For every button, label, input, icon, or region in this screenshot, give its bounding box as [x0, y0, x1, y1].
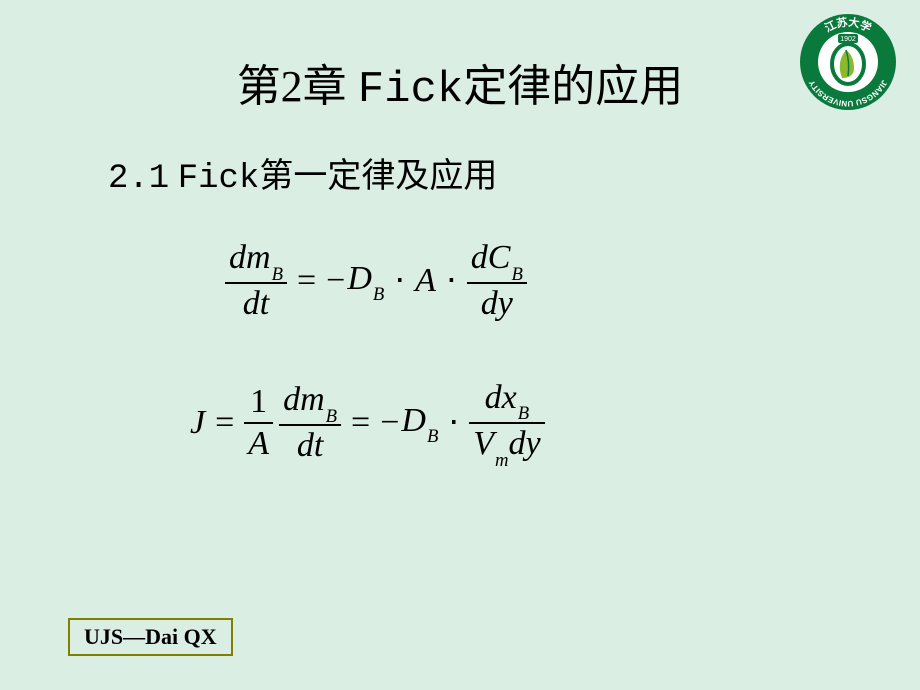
equals-sign: = [341, 404, 380, 442]
eq2-D: DB [401, 402, 438, 445]
equals-sign: = [205, 404, 244, 442]
title-suffix: 定律的应用 [463, 62, 683, 111]
section-number: 2.1 [108, 160, 169, 198]
eq2-J: J [190, 404, 205, 442]
dot-operator: ⋅ [438, 403, 469, 443]
eq2-frac-dm-dt: dmB dt [279, 382, 341, 464]
page-title: 第2章 Fick定律的应用 [0, 50, 920, 115]
author-credit-box: UJS—Dai QX [68, 618, 233, 656]
minus-sign: − [326, 262, 347, 300]
eq2-frac-1A: 1 A [244, 384, 273, 461]
dot-operator: ⋅ [384, 261, 415, 301]
eq1-D: DB [347, 260, 384, 303]
eq1-A: A [415, 262, 436, 300]
eq2-frac-dx-Vdy: dxB Vmdy [469, 380, 544, 467]
title-latin: Fick [358, 65, 464, 115]
minus-sign: − [380, 404, 401, 442]
section-heading: 2.1 Fick第一定律及应用 [108, 148, 497, 198]
equals-sign: = [287, 262, 326, 300]
eq1-rhs-fraction: dCB dy [467, 240, 527, 322]
eq1-lhs-fraction: dmB dt [225, 240, 287, 322]
equation-1: dmB dt = − DB ⋅ A ⋅ dCB dy [225, 236, 725, 326]
equation-2: J = 1 A dmB dt = − DB ⋅ dxB Vmdy [190, 378, 750, 468]
author-credit-text: UJS—Dai QX [84, 624, 217, 649]
section-latin: Fick [178, 160, 260, 198]
logo-year: 1902 [840, 36, 856, 43]
dot-operator: ⋅ [436, 261, 467, 301]
section-suffix: 第一定律及应用 [259, 158, 497, 195]
title-prefix: 第2章 [237, 62, 347, 111]
